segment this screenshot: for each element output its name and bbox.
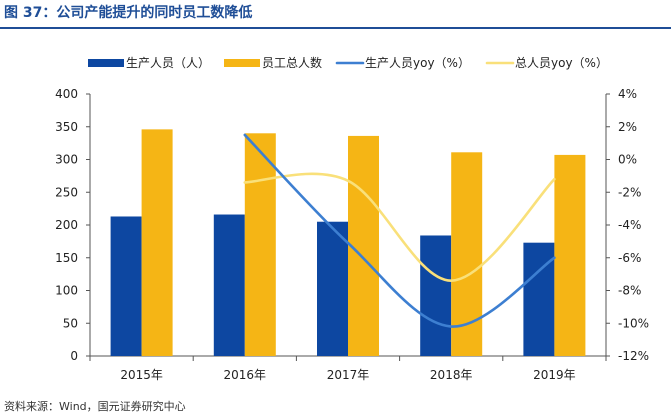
bar-production-staff <box>213 214 245 356</box>
y-tick-label-left: 150 <box>55 251 78 265</box>
y-tick-label-left: 0 <box>70 349 78 363</box>
y-tick-label-left: 400 <box>55 87 78 101</box>
legend-swatch <box>224 59 260 67</box>
bar-production-staff <box>420 235 452 356</box>
legend: 生产人员（人） 员工总人数 生产人员yoy（%） 总人员yoy（%） <box>88 55 608 70</box>
source-note: 资料来源：Wind，国元证券研究中心 <box>4 400 186 413</box>
y-tick-label-right: -8% <box>618 284 641 298</box>
bar-production-staff <box>110 216 142 356</box>
bar-total-staff <box>244 133 276 356</box>
legend-label: 总人员yoy（%） <box>515 56 608 70</box>
x-tick-label: 2019年 <box>533 368 576 382</box>
y-tick-label-left: 350 <box>55 120 78 134</box>
x-tick-label: 2016年 <box>224 368 267 382</box>
y-tick-label-right: -6% <box>618 251 641 265</box>
lines <box>243 133 556 328</box>
line-production-yoy <box>243 133 556 328</box>
legend-swatch <box>88 59 124 67</box>
bar-total-staff <box>348 135 379 356</box>
legend-label: 生产人员（人） <box>126 56 210 70</box>
x-tick-label: 2018年 <box>430 368 473 382</box>
y-tick-label-right: -10% <box>618 316 649 330</box>
y-tick-label-right: -4% <box>618 218 641 232</box>
figure-title: 图 37：公司产能提升的同时员工数降低 <box>4 5 253 21</box>
bar-total-staff <box>554 154 586 356</box>
y-tick-label-left: 250 <box>55 185 78 199</box>
axes: 0 50 100 150 200 250 300 350 400 -12% -10% -8% -6% -4… <box>55 87 649 382</box>
x-tick-label: 2015年 <box>120 368 163 382</box>
y-tick-label-right: -12% <box>618 349 649 363</box>
y-tick-label-right: 0% <box>618 153 637 167</box>
x-tick-label: 2017年 <box>327 368 370 382</box>
bar-total-staff <box>141 129 173 356</box>
y-tick-label-right: -2% <box>618 185 641 199</box>
y-tick-label-left: 50 <box>63 316 78 330</box>
y-tick-label-right: 2% <box>618 120 637 134</box>
legend-label: 生产人员yoy（%） <box>365 56 470 70</box>
line-total-yoy <box>243 172 556 282</box>
y-tick-label-right: 4% <box>618 87 637 101</box>
bar-production-staff <box>317 221 348 356</box>
title-divider <box>0 27 671 29</box>
y-tick-label-left: 300 <box>55 153 78 167</box>
legend-label: 员工总人数 <box>262 55 322 70</box>
bars <box>110 129 586 356</box>
y-tick-label-left: 100 <box>55 284 78 298</box>
bar-total-staff <box>451 152 483 356</box>
y-tick-label-left: 200 <box>55 218 78 232</box>
